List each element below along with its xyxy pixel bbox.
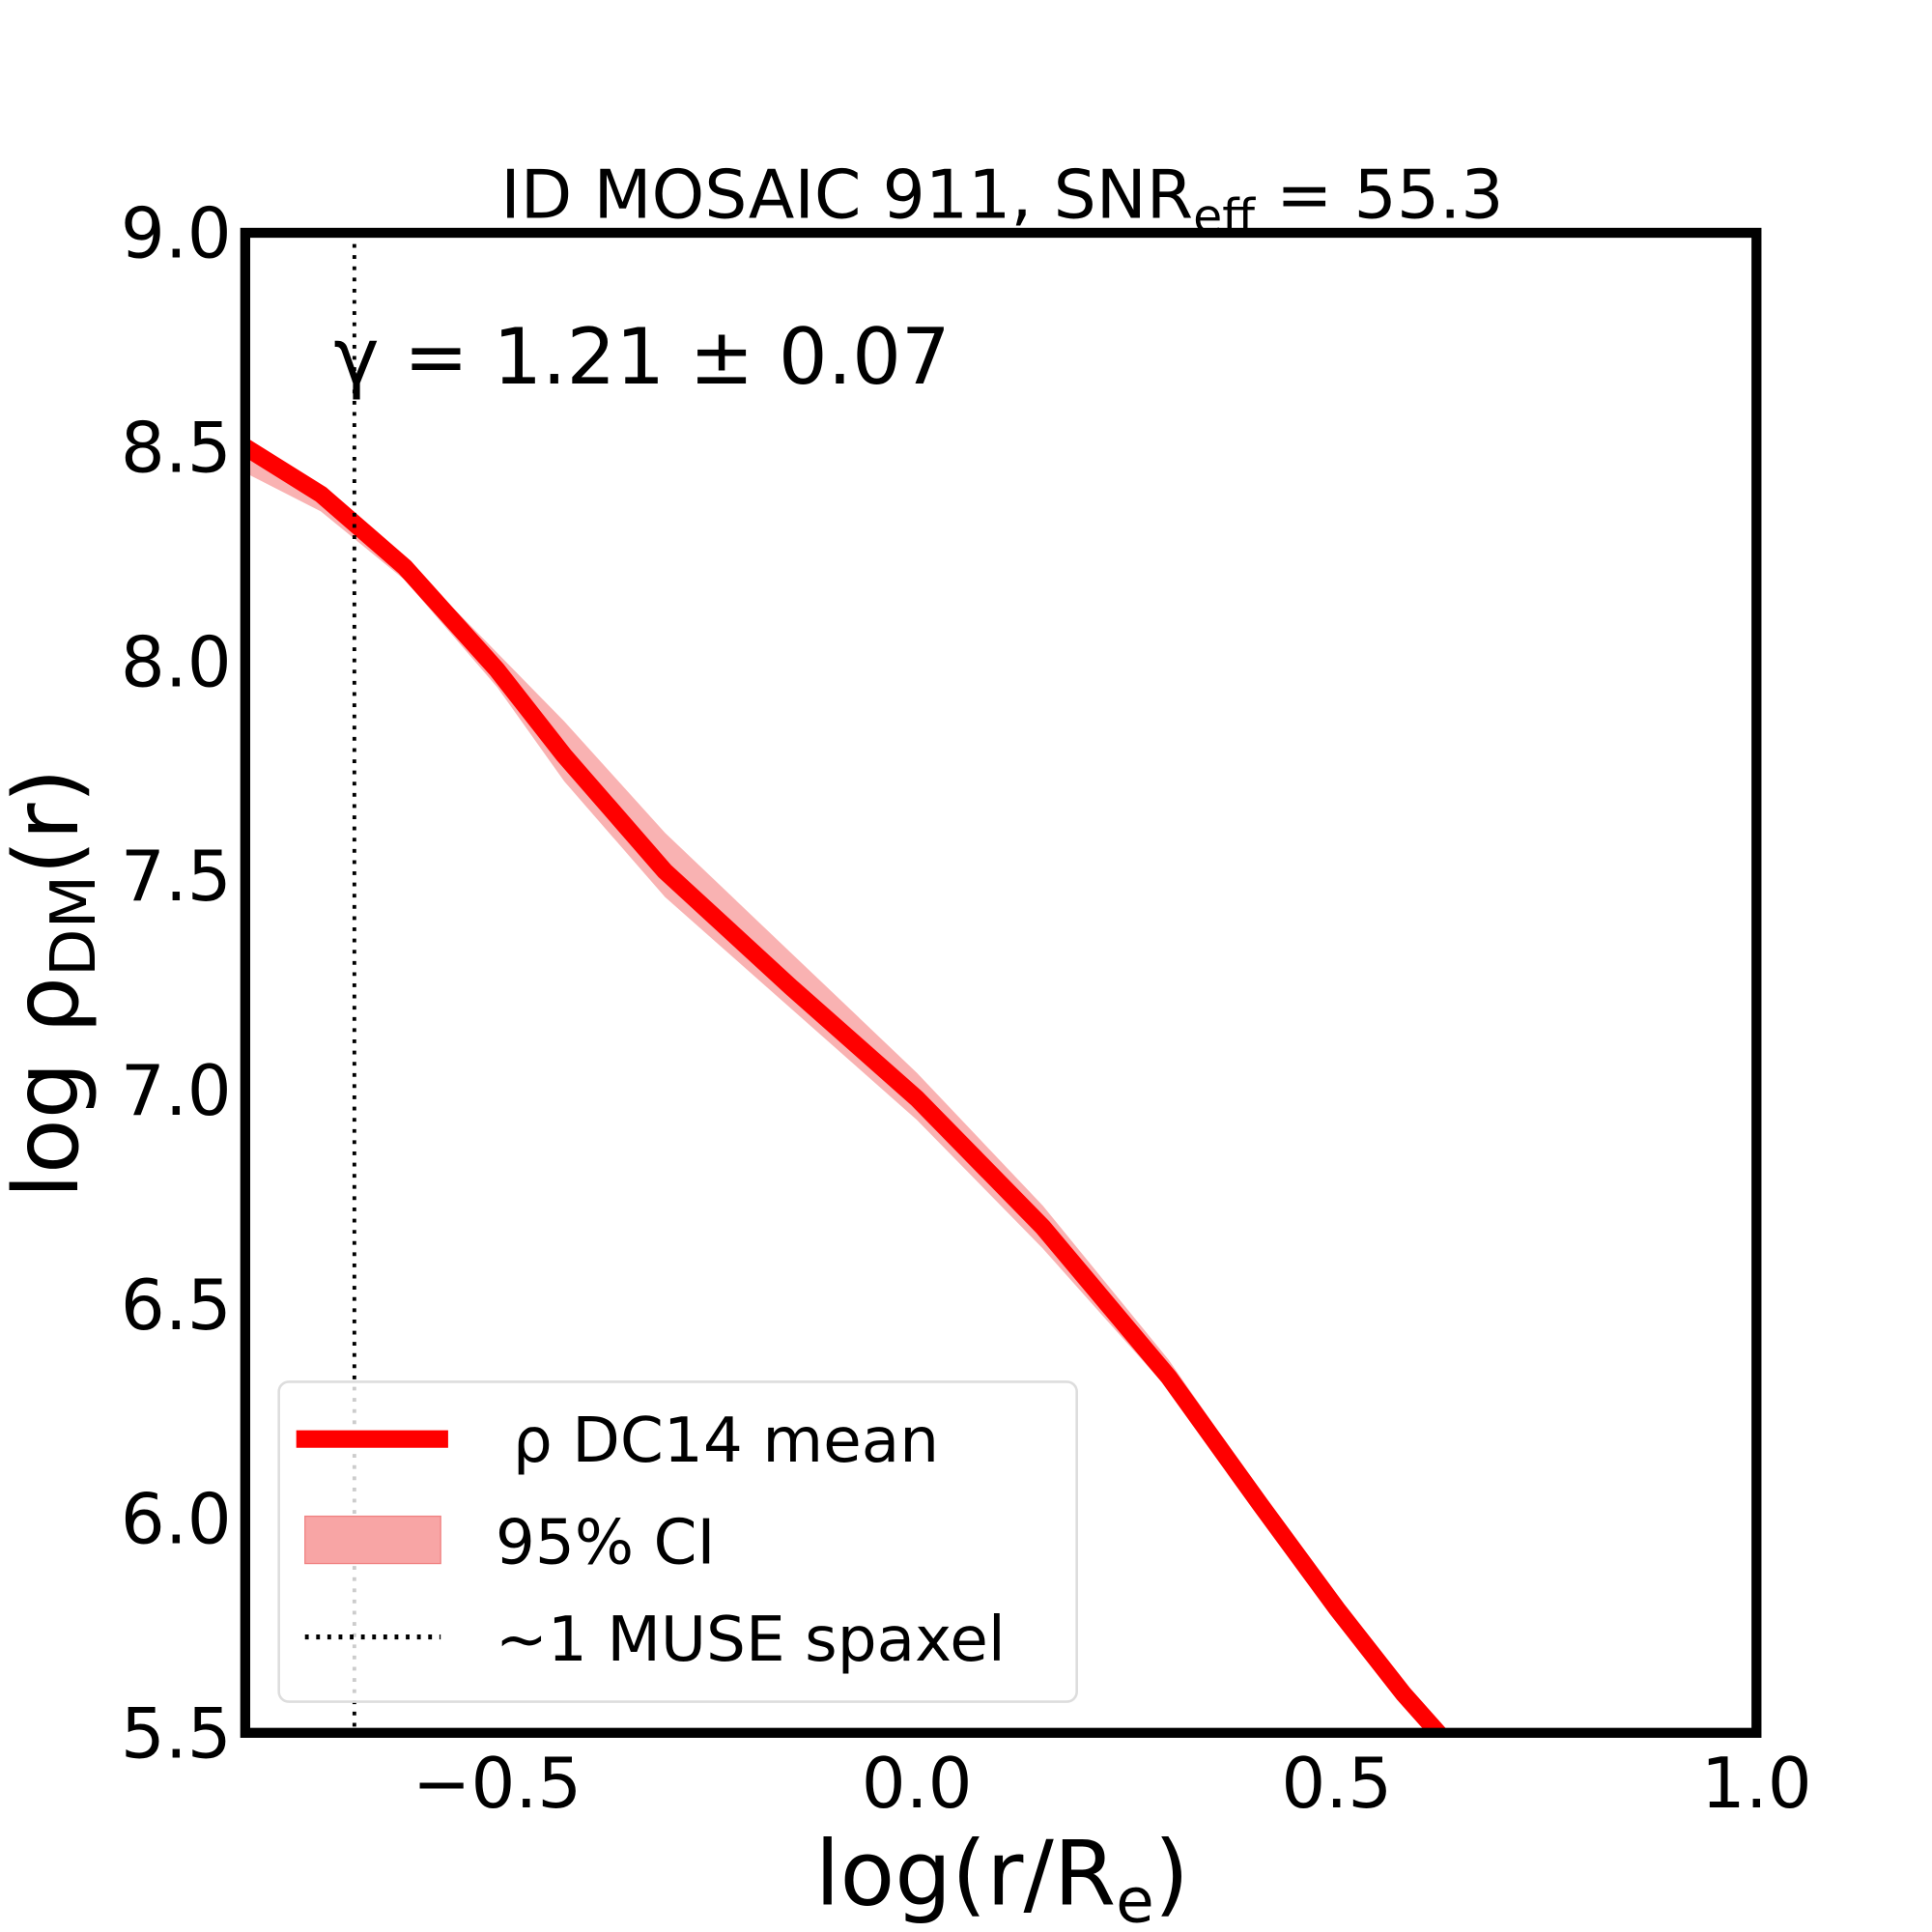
chart-title: ID MOSAIC 911, SNReff = 55.3 [500,156,1503,244]
ticks: −0.5 0.0 0.5 1.0 5.5 6.0 6.5 7.0 7.5 8.0 8.5 9.0 [121,194,1812,1825]
x-axis-label: log(r/Re) [815,1822,1189,1932]
y-axis-label: log ρDM(r) [0,768,110,1199]
y-tick-label: 5.5 [121,1694,232,1776]
mean-line [244,440,1450,1733]
y-tick-label: 6.0 [121,1480,232,1561]
y-tick-label: 6.5 [121,1265,232,1347]
plot-area [244,232,1450,1733]
x-tick-label: −0.5 [412,1744,582,1825]
gamma-annotation: γ = 1.21 ± 0.07 [333,312,950,402]
y-tick-label: 7.5 [121,837,232,918]
legend-box [277,1380,1078,1703]
y-tick-label: 8.0 [121,622,232,703]
x-tick-label: 0.0 [862,1744,973,1825]
y-tick-label: 7.0 [121,1051,232,1132]
axes-frame [240,227,1762,1738]
x-tick-label: 1.0 [1701,1744,1812,1825]
y-tick-label: 8.5 [121,409,232,490]
legend: ρ DC14 mean 95% CI ~1 MUSE spaxel [277,1380,1078,1703]
legend-band-label: 95% CI [496,1507,716,1579]
legend-band-swatch [304,1515,441,1565]
legend-vline-label: ~1 MUSE spaxel [496,1604,1006,1676]
legend-mean-label: ρ DC14 mean [513,1405,939,1477]
y-tick-label: 9.0 [121,194,232,275]
x-tick-label: 0.5 [1281,1744,1392,1825]
